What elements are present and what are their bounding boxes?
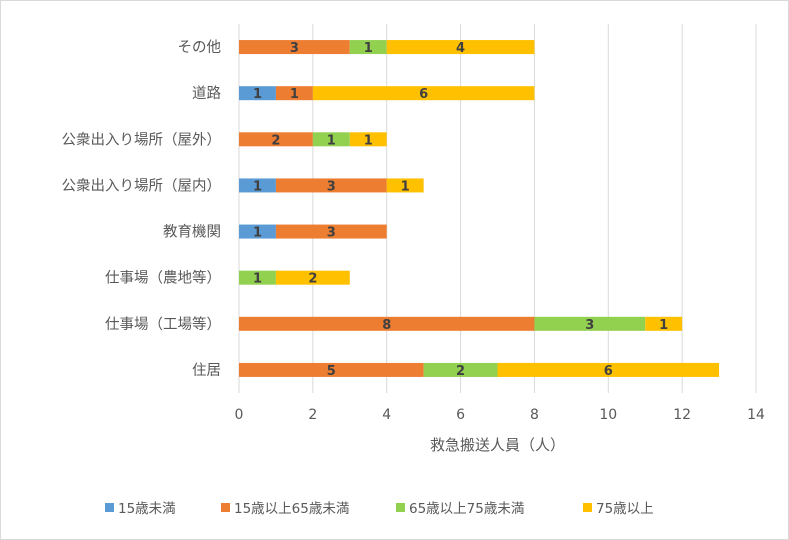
- bars: 3 1 4 1 1 6 2 1 1 1 3 1 1 3 1 2 8 3 1 5 2 6: [239, 40, 720, 379]
- data-label: 1: [290, 87, 299, 102]
- bar-segment: [275, 270, 350, 285]
- data-label: 3: [585, 318, 594, 333]
- category-label: 公衆出入り場所（屋外）: [62, 131, 222, 148]
- legend-label: 65歳以上75歳未満: [409, 501, 524, 517]
- data-label: 1: [364, 133, 373, 148]
- data-label: 4: [456, 41, 465, 56]
- legend-swatch: [221, 503, 230, 512]
- x-tick-label: 12: [673, 407, 691, 423]
- bar-segment: [239, 224, 276, 239]
- data-label: 1: [253, 87, 262, 102]
- x-tick-label: 6: [456, 407, 465, 423]
- bar-segment: [275, 224, 387, 239]
- gridlines: [238, 24, 757, 393]
- category-label: 教育機関: [163, 224, 221, 241]
- bar-segment: [423, 362, 498, 377]
- data-label: 6: [604, 364, 613, 379]
- bar-segment: [239, 86, 276, 101]
- data-label: 2: [456, 364, 465, 379]
- data-label: 6: [419, 87, 428, 102]
- legend-label: 75歳以上: [596, 501, 654, 517]
- x-tick-label: 2: [308, 407, 317, 423]
- x-tick-label: 10: [599, 407, 617, 423]
- legend-label: 15歳未満: [118, 501, 176, 517]
- bar-segment: [239, 132, 313, 147]
- data-label: 1: [401, 179, 410, 194]
- bar-segment: [239, 40, 350, 55]
- bar-segment: [239, 316, 535, 331]
- bar-segment: [239, 178, 276, 193]
- legend-swatch: [583, 503, 592, 512]
- bar-segment: [275, 178, 387, 193]
- category-label: その他: [178, 39, 222, 56]
- x-tick-label: 4: [382, 407, 391, 423]
- data-label: 1: [327, 133, 336, 148]
- category-label: 公衆出入り場所（屋内）: [62, 177, 222, 194]
- x-tick-label: 14: [747, 407, 765, 423]
- x-tick-labels: 0 2 4 6 8 10 12 14: [235, 407, 765, 423]
- data-label: 8: [382, 318, 391, 333]
- x-tick-label: 8: [530, 407, 539, 423]
- bar-segment: [386, 178, 424, 193]
- data-label: 1: [253, 272, 262, 287]
- x-tick-label: 0: [235, 407, 244, 423]
- legend: 15歳未満 15歳以上65歳未満 65歳以上75歳未満 75歳以上: [105, 501, 654, 517]
- category-label: 道路: [192, 85, 221, 102]
- category-label: 仕事場（農地等）: [105, 269, 221, 287]
- data-label: 1: [659, 318, 668, 333]
- bar-segment: [239, 362, 424, 377]
- data-label: 1: [253, 226, 262, 241]
- legend-label: 15歳以上65歳未満: [234, 501, 349, 517]
- data-label: 2: [308, 272, 317, 287]
- category-label: 仕事場（工場等）: [105, 315, 221, 333]
- bar-segment: [497, 362, 720, 377]
- legend-swatch: [396, 503, 405, 512]
- bar-segment: [349, 40, 387, 55]
- category-label: 住居: [192, 362, 221, 379]
- bar-segment: [312, 132, 350, 147]
- data-label: 3: [290, 41, 299, 56]
- data-label: 3: [327, 179, 336, 194]
- bar-segment: [349, 132, 387, 147]
- data-label: 5: [327, 364, 336, 379]
- data-label: 1: [253, 179, 262, 194]
- legend-swatch: [105, 503, 114, 512]
- data-label: 3: [327, 226, 336, 241]
- data-label: 2: [271, 133, 280, 148]
- bar-segment: [312, 86, 535, 101]
- bar-segment: [534, 316, 646, 331]
- bar-segment: [386, 40, 535, 55]
- x-axis-title: 救急搬送人員（人）: [430, 436, 565, 454]
- data-label: 1: [364, 41, 373, 56]
- bar-segment: [239, 270, 276, 285]
- bar-segment: [645, 316, 683, 331]
- bar-segment: [275, 86, 313, 101]
